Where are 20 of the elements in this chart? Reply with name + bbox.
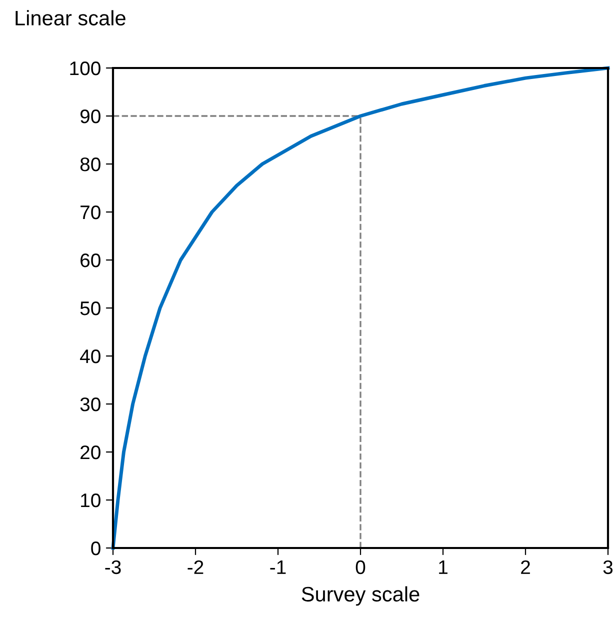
y-tick-label: 60 <box>80 253 100 268</box>
y-tick-label: 80 <box>80 157 100 172</box>
x-tick-label: -2 <box>188 560 204 574</box>
y-tick-label: 50 <box>80 301 100 316</box>
y-tick-label: 70 <box>80 205 100 220</box>
y-axis-title: Linear scale <box>16 10 126 26</box>
x-tick-label: 1 <box>439 560 448 574</box>
y-tick-label: 40 <box>80 349 100 364</box>
x-tick-label: 2 <box>521 560 530 574</box>
y-tick-label: 100 <box>70 61 100 76</box>
y-tick-label: 0 <box>91 541 100 556</box>
y-tick-label: 10 <box>81 493 100 508</box>
x-axis-title: Survey scale <box>302 586 420 606</box>
y-tick-label: 20 <box>80 445 100 460</box>
x-tick-label: -1 <box>270 560 286 574</box>
x-tick-label: 0 <box>356 560 366 574</box>
x-tick-label: 3 <box>603 560 613 574</box>
y-tick-label: 90 <box>80 109 100 124</box>
y-tick-label: 30 <box>80 397 100 412</box>
x-tick-label: -3 <box>105 560 121 574</box>
